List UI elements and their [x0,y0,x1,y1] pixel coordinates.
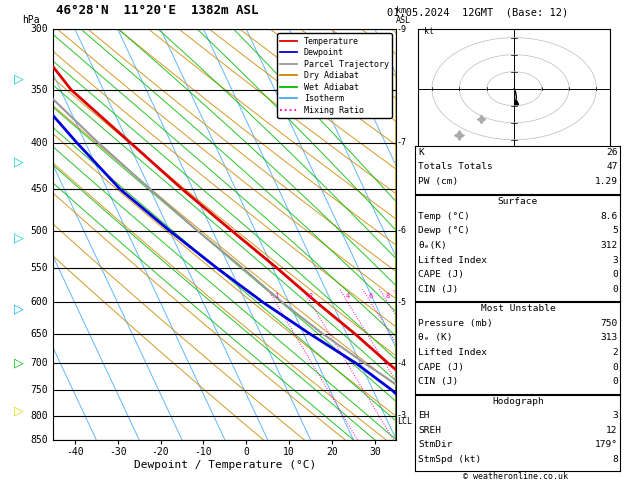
Text: 850: 850 [30,435,48,445]
Text: ▷: ▷ [14,156,24,168]
Text: 750: 750 [30,385,48,396]
Text: 179°: 179° [594,440,618,450]
Text: 800: 800 [30,411,48,421]
Text: 750: 750 [601,319,618,328]
Text: 4: 4 [346,293,350,299]
Text: ▷: ▷ [14,232,24,245]
Text: 2: 2 [612,348,618,357]
Text: 8: 8 [386,293,390,299]
Text: Pressure (mb): Pressure (mb) [418,319,493,328]
Text: ▷: ▷ [14,357,24,370]
Text: 300: 300 [30,24,48,34]
Text: -9: -9 [397,25,407,34]
Text: θₑ(K): θₑ(K) [418,241,447,250]
Text: 500: 500 [30,226,48,236]
Text: StmDir: StmDir [418,440,453,450]
Text: 3: 3 [612,256,618,265]
Text: Dewp (°C): Dewp (°C) [418,226,470,236]
Text: -7: -7 [397,138,407,147]
Text: 450: 450 [30,184,48,194]
Text: K: K [418,148,424,157]
Text: StmSpd (kt): StmSpd (kt) [418,455,482,464]
Text: 400: 400 [30,138,48,148]
Text: 312: 312 [601,241,618,250]
Text: LCL: LCL [397,417,412,426]
Text: Lifted Index: Lifted Index [418,256,487,265]
Text: -3: -3 [397,412,407,420]
Text: 12: 12 [606,426,618,435]
Text: 8.6: 8.6 [601,212,618,221]
Text: 650: 650 [30,329,48,339]
Text: hPa: hPa [23,15,40,25]
Text: Mixing Ratio (g/kg): Mixing Ratio (g/kg) [436,179,446,290]
Text: ▷: ▷ [14,72,24,85]
Text: -4: -4 [397,359,407,368]
Text: Most Unstable: Most Unstable [481,304,555,313]
Text: 0: 0 [612,285,618,294]
Text: 0: 0 [612,363,618,372]
Text: Lifted Index: Lifted Index [418,348,487,357]
Text: 700: 700 [30,358,48,368]
X-axis label: Dewpoint / Temperature (°C): Dewpoint / Temperature (°C) [134,460,316,469]
Text: Temp (°C): Temp (°C) [418,212,470,221]
Text: CAPE (J): CAPE (J) [418,270,464,279]
Text: PW (cm): PW (cm) [418,177,459,186]
Text: Surface: Surface [498,197,538,207]
Text: 6: 6 [369,293,373,299]
Text: 350: 350 [30,85,48,95]
Text: 01.05.2024  12GMT  (Base: 12): 01.05.2024 12GMT (Base: 12) [387,7,569,17]
Text: SREH: SREH [418,426,442,435]
Text: θₑ (K): θₑ (K) [418,333,453,343]
Text: CIN (J): CIN (J) [418,377,459,386]
Text: CAPE (J): CAPE (J) [418,363,464,372]
Text: 8: 8 [612,455,618,464]
Text: 2: 2 [308,293,313,299]
Text: km
ASL: km ASL [396,6,411,25]
Legend: Temperature, Dewpoint, Parcel Trajectory, Dry Adiabat, Wet Adiabat, Isotherm, Mi: Temperature, Dewpoint, Parcel Trajectory… [277,34,392,118]
Text: 26: 26 [606,148,618,157]
Text: Hodograph: Hodograph [492,397,544,406]
Text: ▷: ▷ [14,302,24,315]
Text: 313: 313 [601,333,618,343]
Text: ▷: ▷ [14,404,24,417]
Text: 600: 600 [30,297,48,308]
Text: 47: 47 [606,162,618,172]
Text: 1.29: 1.29 [594,177,618,186]
Text: 550: 550 [30,263,48,273]
Text: 1: 1 [274,293,278,299]
Text: -5: -5 [397,298,407,307]
Text: © weatheronline.co.uk: © weatheronline.co.uk [464,472,568,481]
Text: 5: 5 [612,226,618,236]
Text: 46°28'N  11°20'E  1382m ASL: 46°28'N 11°20'E 1382m ASL [56,4,259,17]
Text: CIN (J): CIN (J) [418,285,459,294]
Text: 0: 0 [612,377,618,386]
Text: Totals Totals: Totals Totals [418,162,493,172]
Text: kt: kt [424,27,434,36]
Text: 3: 3 [612,411,618,420]
Text: 0: 0 [612,270,618,279]
Text: EH: EH [418,411,430,420]
Text: -6: -6 [397,226,407,235]
